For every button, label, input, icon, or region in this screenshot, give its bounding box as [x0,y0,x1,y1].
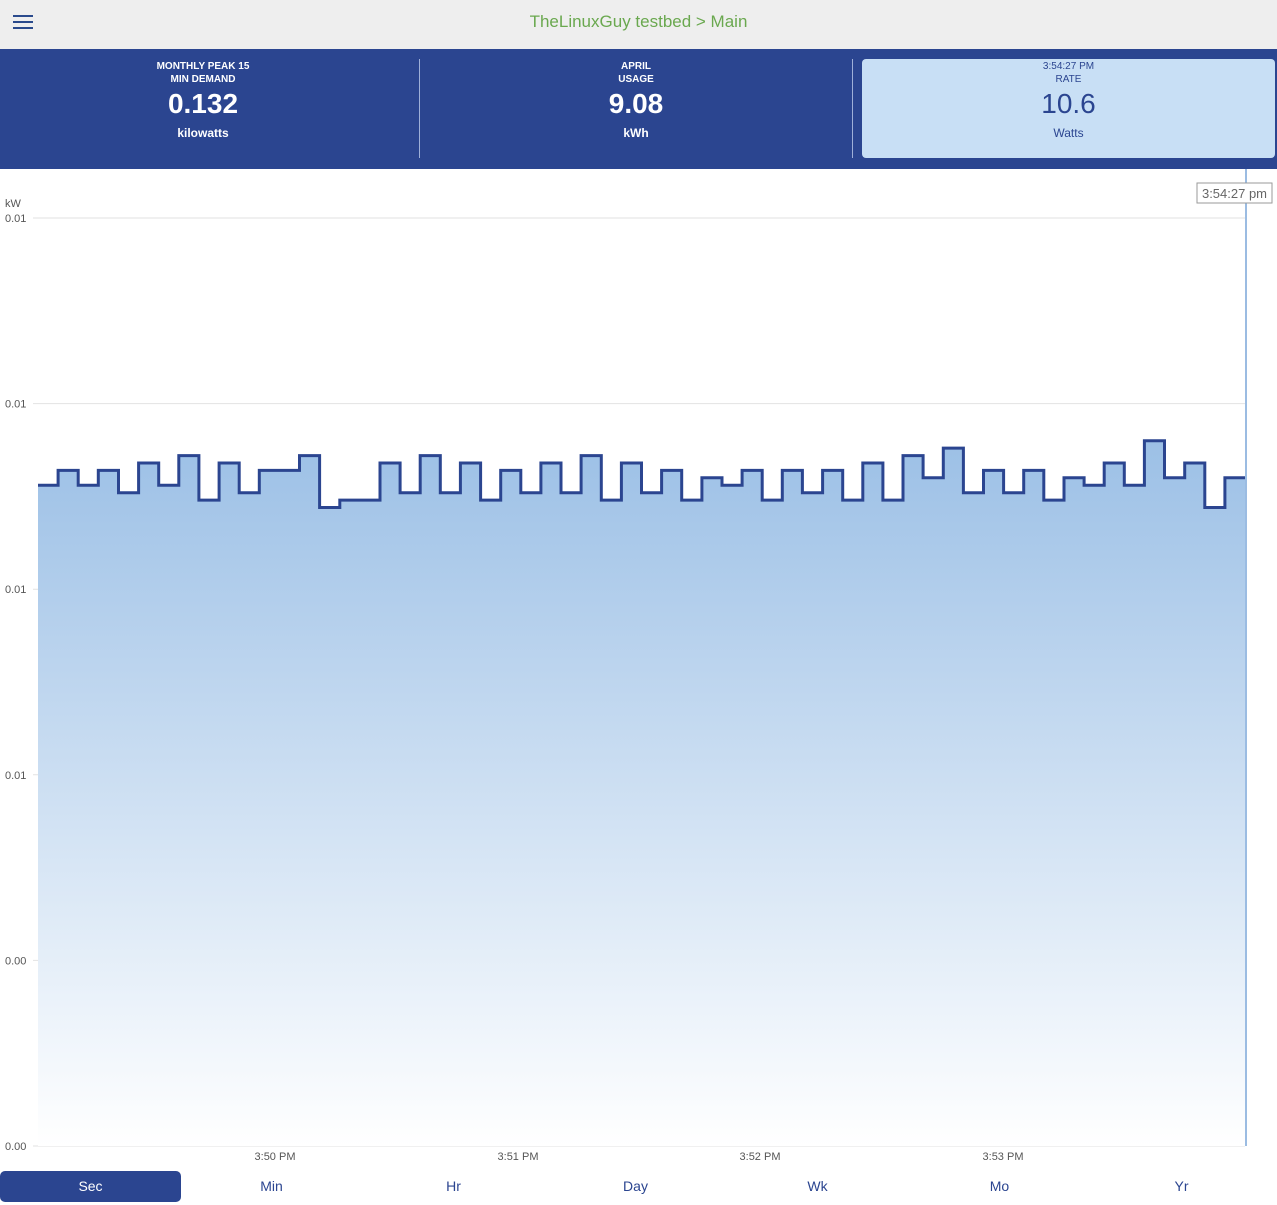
page-title: TheLinuxGuy testbed > Main [529,12,748,31]
stat-label: MONTHLY PEAK 15 MIN DEMAND [156,61,250,85]
stat-unit: kilowatts [177,126,229,140]
x-tick-label: 3:51 PM [498,1151,539,1163]
y-tick-label: 0.01 [5,213,26,225]
stat-unit: Watts [1053,126,1084,140]
y-tick-label: 0.01 [5,770,26,782]
crosshair-label-box [1196,182,1273,204]
stat-value: 0.132 [167,88,239,119]
stat-label: APRIL USAGE [618,61,654,85]
y-axis-unit: kW [5,198,22,210]
series-line [38,439,1245,509]
divider [419,59,420,158]
tab-sec[interactable]: Sec [0,1171,181,1202]
menu-icon[interactable] [13,14,33,30]
top-bar: TheLinuxGuy testbed > Main [0,0,1277,49]
stats-panel: MONTHLY PEAK 15 MIN DEMAND 0.132 kilowatt… [0,49,1277,169]
tab-mo[interactable]: Mo [989,1178,1010,1194]
stat-value: 9.08 [608,88,664,119]
y-tick-label: 0.01 [5,584,26,596]
tab-yr[interactable]: Yr [1174,1178,1189,1194]
tab-min[interactable]: Min [260,1178,283,1194]
stat-unit: kWh [623,126,649,140]
area-fill [38,440,1245,1146]
power-chart[interactable]: kW 3:54:27 pm 0.01 0.01 0.01 0.01 0.00 0.00 3… [0,169,1277,1169]
stat-usage[interactable]: APRIL USAGE 9.08 kWh [420,49,852,169]
crosshair-label: 3:54:27 pm [1202,186,1267,201]
stat-label: 3:54:27 PM RATE [1042,61,1095,85]
x-tick-label: 3:50 PM [255,1151,296,1163]
y-tick-label: 0.01 [5,399,26,411]
tab-day[interactable]: Day [623,1178,648,1194]
stat-peak-demand[interactable]: MONTHLY PEAK 15 MIN DEMAND 0.132 kilowatt… [0,49,406,169]
x-tick-label: 3:52 PM [740,1151,781,1163]
y-tick-label: 0.00 [5,1141,26,1153]
tab-wk[interactable]: Wk [807,1178,828,1194]
divider [852,59,853,158]
range-tabs: Sec Min Hr Day Wk Mo Yr [0,1170,1277,1203]
y-tick-label: 0.00 [5,955,26,967]
stat-rate[interactable]: 3:54:27 PM RATE 10.6 Watts [862,59,1275,158]
stat-value: 10.6 [1041,88,1096,119]
tab-hr[interactable]: Hr [446,1178,461,1194]
x-tick-label: 3:53 PM [983,1151,1024,1163]
chart-svg[interactable]: kW 3:54:27 pm 0.01 0.01 0.01 0.01 0.00 0.00 3… [0,169,1277,1169]
